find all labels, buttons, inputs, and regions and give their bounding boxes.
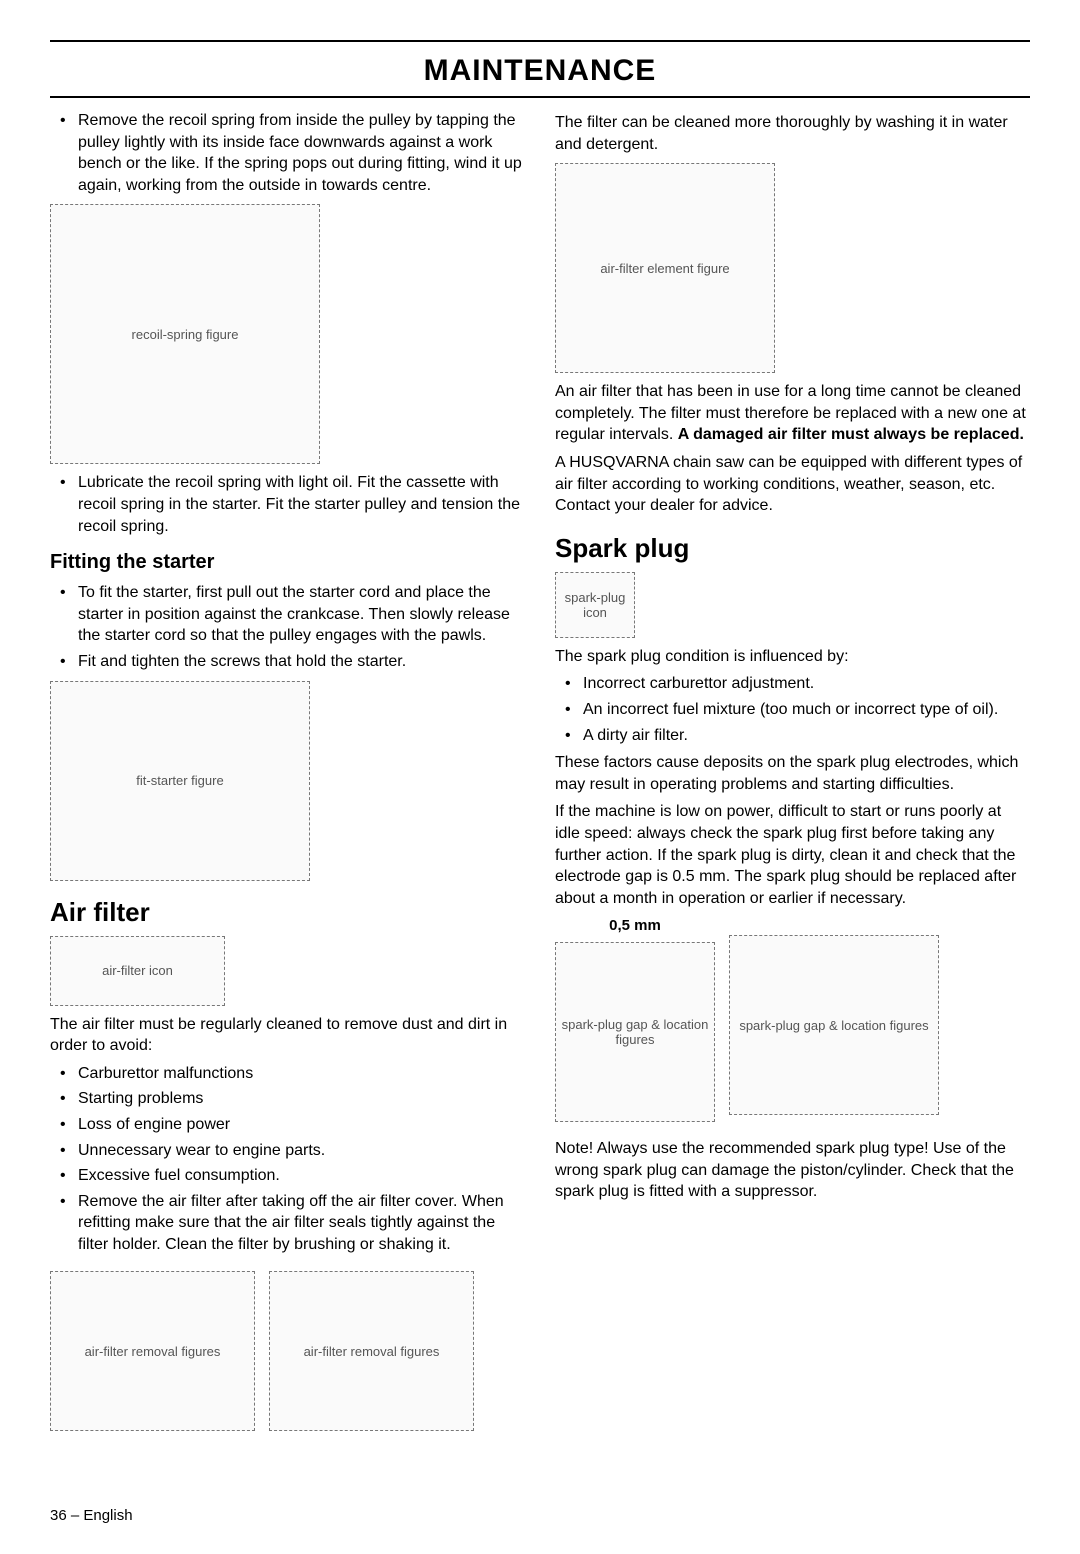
air-filter-icon: air-filter icon: [50, 936, 225, 1006]
list-item: An incorrect fuel mixture (too much or i…: [555, 699, 1030, 721]
filter-element-figure: air-filter element figure: [555, 163, 775, 373]
air-filter-remove-figure-1: air-filter removal figures: [50, 1271, 255, 1431]
fitting-bullets: To fit the starter, first pull out the s…: [50, 582, 525, 672]
figure-caption: recoil-spring figure: [132, 327, 239, 342]
title-underline: [50, 96, 1030, 98]
figure-caption: air-filter removal figures: [85, 1344, 221, 1359]
figure-caption: air-filter removal figures: [304, 1344, 440, 1359]
figure-caption: air-filter element figure: [600, 261, 729, 276]
figure-caption: spark-plug gap & location figures: [739, 1018, 928, 1033]
page-footer: 36 – English: [50, 1507, 1030, 1524]
spark-plug-check: If the machine is low on power, difficul…: [555, 801, 1030, 909]
replace-filter-text: An air filter that has been in use for a…: [555, 381, 1030, 446]
lubricate-bullets: Lubricate the recoil spring with light o…: [50, 472, 525, 537]
electrode-gap-label: 0,5 mm: [609, 917, 661, 934]
spark-plug-figures: 0,5 mm spark-plug gap & location figures…: [555, 917, 1030, 1130]
spark-plug-heading: Spark plug: [555, 533, 1030, 564]
two-column-layout: Remove the recoil spring from inside the…: [50, 106, 1030, 1447]
fitting-starter-heading: Fitting the starter: [50, 551, 525, 574]
left-column: Remove the recoil spring from inside the…: [50, 106, 525, 1447]
figure-caption: spark-plug gap & location figures: [560, 1017, 710, 1047]
list-item: Fit and tighten the screws that hold the…: [50, 651, 525, 673]
air-filter-bullets: Carburettor malfunctions Starting proble…: [50, 1063, 525, 1256]
spark-plug-location-figure: spark-plug gap & location figures: [729, 935, 939, 1115]
recoil-spring-figure: recoil-spring figure: [50, 204, 320, 464]
air-filter-heading: Air filter: [50, 897, 525, 928]
list-item: Incorrect carburettor adjustment.: [555, 673, 1030, 695]
list-item: Remove the air filter after taking off t…: [50, 1191, 525, 1256]
spark-plug-deposits: These factors cause deposits on the spar…: [555, 752, 1030, 795]
spark-plug-intro: The spark plug condition is influenced b…: [555, 646, 1030, 668]
list-item: Remove the recoil spring from inside the…: [50, 110, 525, 196]
spark-plug-bullets: Incorrect carburettor adjustment. An inc…: [555, 673, 1030, 746]
top-rule: [50, 40, 1030, 42]
figure-caption: spark-plug icon: [560, 590, 630, 620]
list-item: Carburettor malfunctions: [50, 1063, 525, 1085]
fit-starter-figure: fit-starter figure: [50, 681, 310, 881]
list-item: Unnecessary wear to engine parts.: [50, 1140, 525, 1162]
page-title: MAINTENANCE: [50, 54, 1030, 88]
replace-filter-bold: A damaged air filter must always be repl…: [678, 426, 1024, 443]
list-item: Lubricate the recoil spring with light o…: [50, 472, 525, 537]
list-item: A dirty air filter.: [555, 725, 1030, 747]
air-filter-intro: The air filter must be regularly cleaned…: [50, 1014, 525, 1057]
figure-caption: air-filter icon: [102, 963, 173, 978]
husqvarna-filter-types: A HUSQVARNA chain saw can be equipped wi…: [555, 452, 1030, 517]
spark-plug-icon: spark-plug icon: [555, 572, 635, 638]
list-item: To fit the starter, first pull out the s…: [50, 582, 525, 647]
recoil-spring-bullets: Remove the recoil spring from inside the…: [50, 110, 525, 196]
list-item: Starting problems: [50, 1088, 525, 1110]
figure-caption: fit-starter figure: [136, 773, 223, 788]
air-filter-pair-figures: air-filter removal figures air-filter re…: [50, 1263, 525, 1439]
wash-filter-text: The filter can be cleaned more thoroughl…: [555, 112, 1030, 155]
list-item: Excessive fuel consumption.: [50, 1165, 525, 1187]
air-filter-remove-figure-2: air-filter removal figures: [269, 1271, 474, 1431]
right-column: The filter can be cleaned more thoroughl…: [555, 106, 1030, 1447]
spark-plug-gap-figure: spark-plug gap & location figures: [555, 942, 715, 1122]
list-item: Loss of engine power: [50, 1114, 525, 1136]
spark-plug-note: Note! Always use the recommended spark p…: [555, 1138, 1030, 1203]
